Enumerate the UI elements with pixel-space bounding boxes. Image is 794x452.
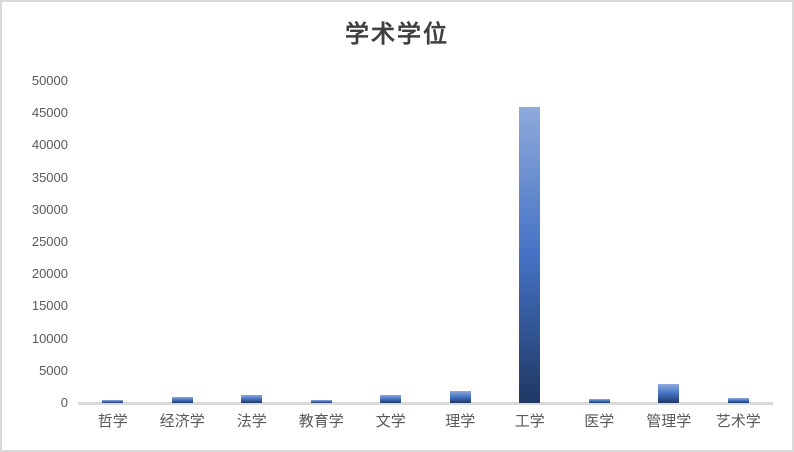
bar[interactable] [588, 399, 610, 403]
bar[interactable] [310, 400, 332, 403]
y-tick-label: 45000 [31, 105, 68, 121]
y-tick-label: 0 [60, 395, 68, 410]
x-category-label: 文学 [375, 413, 406, 430]
bar[interactable] [727, 398, 749, 403]
y-tick-label: 30000 [31, 201, 68, 217]
x-axis-line [78, 402, 773, 405]
y-tick-label: 15000 [31, 298, 68, 314]
x-category-label: 管理学 [646, 413, 692, 430]
x-category-label: 经济学 [159, 413, 205, 430]
bar[interactable] [171, 397, 193, 403]
x-category-label: 工学 [514, 413, 545, 430]
bar[interactable] [658, 383, 680, 403]
bar[interactable] [519, 106, 541, 403]
x-category-label: 法学 [236, 413, 267, 430]
bar[interactable] [102, 399, 124, 403]
y-tick-label: 25000 [31, 234, 68, 249]
x-category-label: 医学 [584, 413, 615, 430]
x-category-label: 哲学 [97, 413, 128, 430]
bar[interactable] [241, 394, 263, 403]
y-tick-label: 5000 [39, 362, 68, 378]
y-tick-label: 40000 [31, 137, 68, 153]
y-tick-label: 10000 [31, 330, 68, 346]
x-category-label: 艺术学 [715, 413, 761, 430]
x-category-label: 教育学 [298, 413, 344, 430]
y-tick-label: 20000 [31, 266, 68, 282]
y-tick-label: 35000 [31, 169, 68, 185]
bar[interactable] [380, 394, 402, 403]
chart-title: 学术学位 [345, 21, 449, 48]
bar[interactable] [449, 391, 471, 403]
x-category-label: 理学 [445, 413, 476, 430]
y-tick-label: 50000 [31, 73, 68, 88]
